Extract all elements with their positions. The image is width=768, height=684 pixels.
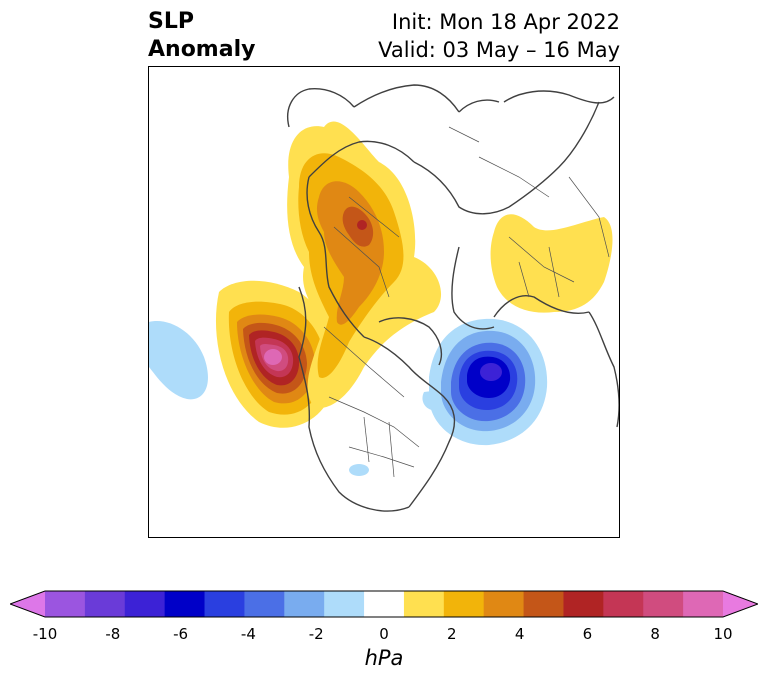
colorbar	[10, 590, 758, 618]
colorbar-segment	[683, 591, 724, 617]
colorbar-segment	[244, 591, 285, 617]
colorbar-tick-label: 4	[514, 625, 525, 643]
title-line-1: SLP	[148, 9, 194, 34]
colorbar-arrow-left	[10, 591, 45, 617]
colorbar-segment	[45, 591, 86, 617]
forecast-dates: Init: Mon 18 Apr 2022 Valid: 03 May – 16…	[378, 8, 620, 64]
colorbar-tick-label: 8	[650, 625, 660, 643]
positive-anomaly-north-pacific	[215, 280, 337, 428]
colorbar-segment	[84, 591, 126, 617]
title-line-2: Anomaly	[148, 37, 256, 62]
colorbar-segment	[284, 591, 325, 617]
negative-anomaly-north-atlantic	[422, 318, 548, 446]
map-panel	[148, 66, 620, 538]
colorbar-tick-label: -4	[240, 625, 256, 643]
colorbar-tick-label: 2	[447, 625, 457, 643]
coastlines	[287, 84, 619, 512]
colorbar-segment	[643, 591, 684, 617]
init-date: Init: Mon 18 Apr 2022	[391, 10, 620, 34]
colorbar-tick-label: -6	[173, 625, 189, 643]
colorbar-segment	[483, 591, 525, 617]
map-svg	[149, 84, 619, 512]
colorbar-tick-label: 0	[379, 625, 389, 643]
colorbar-tick-label: 10	[713, 625, 733, 643]
positive-anomaly-arctic-siberia	[287, 121, 442, 408]
map-title: SLP Anomaly	[148, 8, 255, 64]
colorbar-unit-label: hPa	[364, 646, 404, 670]
colorbar-tick-label: -10	[32, 625, 58, 643]
positive-anomaly-europe	[490, 214, 613, 313]
colorbar-outline	[10, 590, 758, 618]
country-borders	[323, 126, 610, 478]
colorbar-segment	[164, 591, 206, 617]
colorbar-segment	[324, 591, 365, 617]
colorbar-tick-label: 6	[582, 625, 593, 643]
colorbar-segment	[603, 591, 644, 617]
colorbar-segment	[124, 591, 166, 617]
colorbar-segment	[443, 591, 485, 617]
colorbar-segment	[563, 591, 604, 617]
colorbar-segment	[403, 591, 445, 617]
colorbar-tick-label: -2	[308, 625, 324, 643]
valid-range: Valid: 03 May – 16 May	[378, 38, 620, 62]
colorbar-segment	[364, 591, 405, 617]
colorbar-arrow-right	[723, 591, 758, 617]
colorbar-segment	[523, 591, 564, 617]
colorbar-tick-label: -8	[105, 625, 121, 643]
colorbar-segment	[204, 591, 245, 617]
negative-anomaly-east-pacific	[149, 321, 369, 476]
